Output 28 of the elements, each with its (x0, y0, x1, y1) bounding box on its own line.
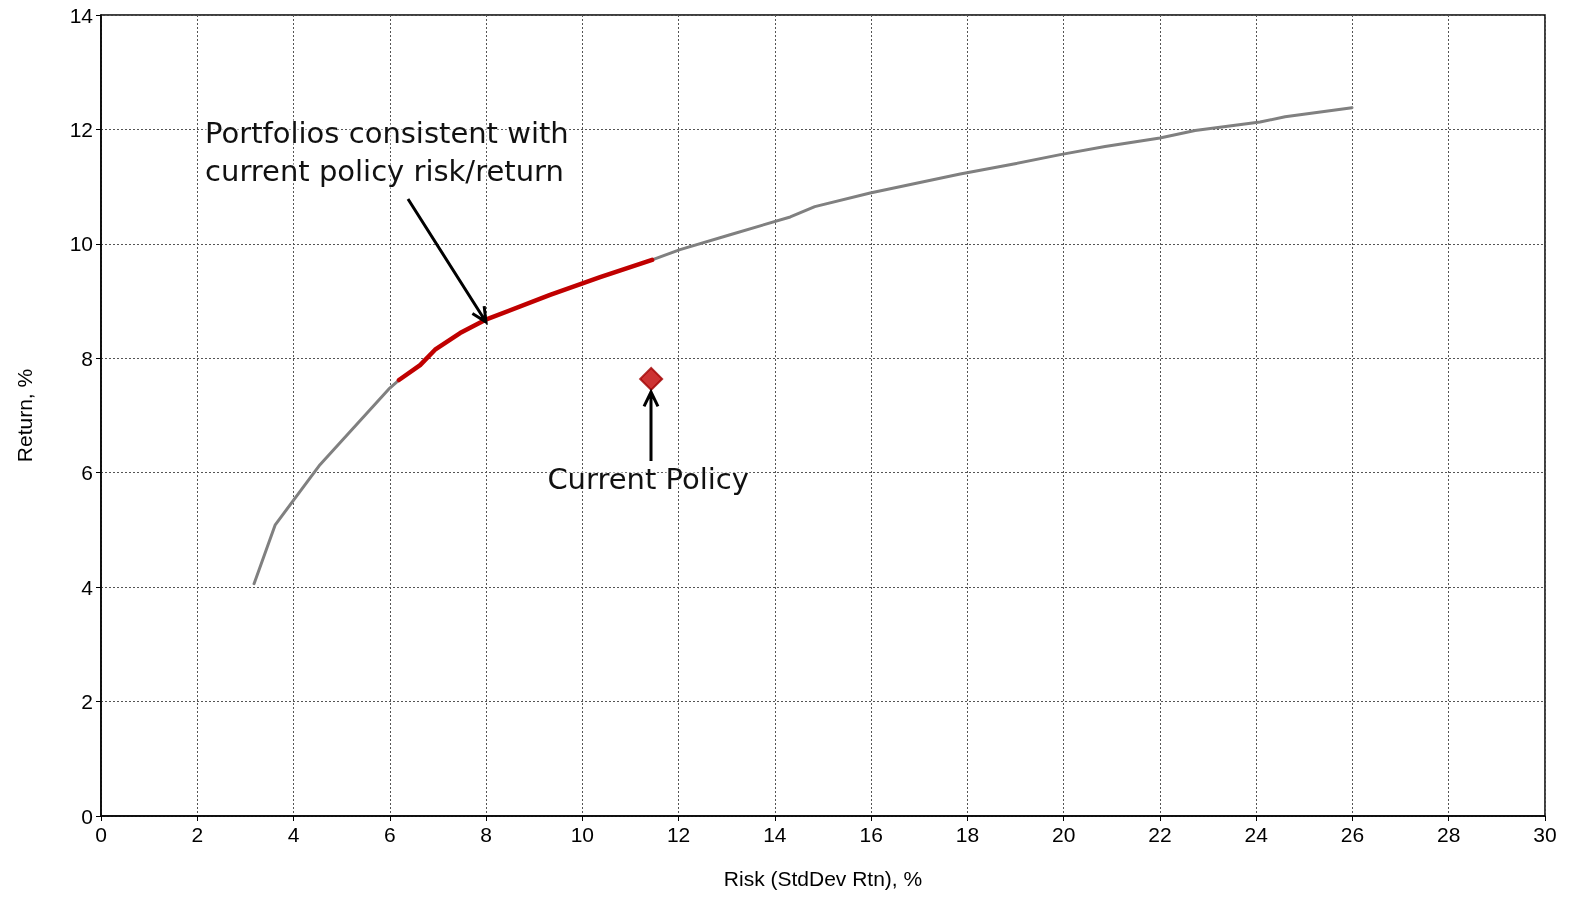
x-tick-label: 26 (1340, 823, 1365, 846)
y-tick-label: 2 (81, 690, 93, 714)
x-axis-title: Risk (StdDev Rtn), % (723, 867, 923, 890)
y-tick-label: 6 (81, 461, 93, 485)
x-tick-label: 24 (1244, 823, 1269, 846)
x-tick-label: 16 (859, 823, 883, 846)
x-tick-label: 18 (955, 823, 980, 846)
annotation: Current Policy (547, 460, 749, 498)
x-tick-label: 20 (1051, 823, 1076, 846)
y-tick-label: 4 (81, 575, 94, 599)
y-tick-label: 8 (81, 346, 93, 370)
x-tick-label: 22 (1148, 823, 1172, 846)
annotation: Portfolios consistent with current policy risk/return (205, 114, 570, 190)
line-series (396, 257, 655, 383)
x-tick-label: 2 (191, 823, 204, 846)
x-tick-label: 8 (480, 823, 492, 846)
y-tick-label: 0 (81, 804, 93, 828)
x-tick-label: 14 (763, 823, 787, 846)
x-tick-label: 28 (1437, 823, 1461, 846)
x-tick-label: 30 (1533, 823, 1557, 846)
x-tick-label: 4 (287, 823, 300, 846)
y-tick-label: 10 (69, 232, 93, 256)
y-tick-label: 14 (69, 3, 94, 27)
x-tick-label: 6 (383, 823, 396, 846)
y-tick-label: 12 (69, 117, 93, 141)
x-tick-label: 12 (666, 823, 691, 846)
y-axis-title: Return, % (13, 368, 36, 463)
x-tick-label: 10 (570, 823, 595, 846)
